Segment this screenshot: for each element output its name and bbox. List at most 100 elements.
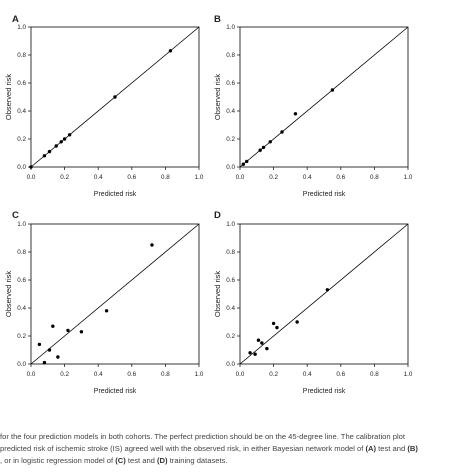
data-point <box>275 325 279 330</box>
caption-text-3a: , or in logistic regression model of <box>0 456 116 465</box>
data-point <box>29 165 33 169</box>
y-tick-label: 0.0 <box>17 361 26 368</box>
caption-line-1: for the four prediction models in both c… <box>0 431 474 443</box>
y-tick-label: 0.6 <box>226 80 235 87</box>
reference-line <box>239 26 409 168</box>
data-point <box>66 328 70 333</box>
x-axis-label: Predicted risk <box>303 191 346 198</box>
data-point <box>268 140 272 144</box>
data-point <box>62 137 67 141</box>
x-tick-label: 0.2 <box>269 174 278 181</box>
data-point <box>260 341 264 345</box>
x-tick-label: 0.6 <box>336 371 345 378</box>
y-tick-label: 0.0 <box>226 164 235 171</box>
y-tick-label: 0.8 <box>226 249 235 256</box>
y-tick-label: 1.0 <box>226 24 235 31</box>
data-point <box>47 149 52 154</box>
y-tick-label: 0.2 <box>226 333 235 340</box>
y-tick-label: 1.0 <box>17 24 26 31</box>
y-axis-label: Observed risk <box>213 74 222 121</box>
caption-panel-ref-a: (A) <box>365 444 377 453</box>
y-tick-label: 0.6 <box>17 277 26 284</box>
reference-line <box>30 223 200 365</box>
data-point <box>248 351 252 355</box>
x-tick-label: 0.8 <box>370 371 379 378</box>
y-tick-label: 0.4 <box>17 305 26 312</box>
y-tick-label: 0.6 <box>17 80 26 87</box>
panel-label: B <box>214 14 221 25</box>
data-point <box>241 162 246 166</box>
x-tick-label: 0.0 <box>236 174 245 181</box>
y-tick-label: 0.8 <box>17 52 26 59</box>
data-point <box>54 144 58 148</box>
panel-a: A 0.0 0.2 0.4 0.6 0.8 1.0 0.0 0.2 0.4 0.6 0.8 1.0 Pre… <box>4 14 204 198</box>
caption-panel-ref-b: (B) <box>407 444 418 453</box>
data-point <box>271 321 276 326</box>
data-point <box>295 320 299 324</box>
y-tick-label: 0.8 <box>17 249 26 256</box>
x-axis-label: Predicted risk <box>94 191 137 198</box>
panel-label: D <box>214 210 221 221</box>
x-tick-label: 0.6 <box>127 371 136 378</box>
y-tick-label: 0.4 <box>17 108 26 115</box>
plot-frame <box>30 26 200 168</box>
y-tick-label: 1.0 <box>226 221 235 228</box>
data-point <box>67 133 72 137</box>
x-tick-label: 0.6 <box>336 174 345 181</box>
data-point <box>37 342 42 347</box>
x-tick-label: 0.2 <box>60 174 69 181</box>
x-tick-label: 1.0 <box>404 174 413 181</box>
y-tick-label: 0.2 <box>17 333 26 340</box>
data-point <box>280 130 284 134</box>
data-point <box>325 288 330 292</box>
data-point <box>168 49 173 53</box>
caption-text-1: for the four prediction models in both c… <box>0 432 405 441</box>
plot-frame <box>239 26 409 168</box>
x-tick-label: 0.0 <box>27 174 36 181</box>
y-tick-label: 0.4 <box>226 305 235 312</box>
data-point <box>51 324 55 328</box>
x-axis-label: Predicted risk <box>94 388 137 395</box>
data-point <box>253 352 257 356</box>
data-point <box>42 360 47 365</box>
x-tick-label: 1.0 <box>195 371 204 378</box>
x-tick-label: 0.4 <box>303 174 312 181</box>
data-point <box>47 348 52 352</box>
x-tick-label: 0.8 <box>161 371 170 378</box>
data-point <box>79 330 84 334</box>
caption-line-2: predicted risk of ischemic stroke (IS) a… <box>0 443 474 455</box>
caption-panel-ref-c: (C) <box>115 456 126 465</box>
y-axis-label: Observed risk <box>213 271 222 318</box>
panel-b: B 0.0 0.2 0.4 0.6 0.8 1.0 0.0 0.2 0.4 0.6 0.8 1.0 Pre… <box>213 14 413 198</box>
caption-text-3b: test and <box>125 456 158 465</box>
data-point <box>42 154 47 158</box>
data-point <box>113 95 117 99</box>
y-tick-label: 0.4 <box>226 108 235 115</box>
caption-panel-ref-d: (D) <box>157 456 168 465</box>
data-point <box>330 88 335 92</box>
x-tick-label: 1.0 <box>404 371 413 378</box>
figure-caption: for the four prediction models in both c… <box>0 431 474 467</box>
panel-d: D 0.0 0.2 0.4 0.6 0.8 1.0 0.0 0.2 0.4 0.6 0.8 1.0 Pre… <box>213 210 413 395</box>
panel-label: C <box>12 210 19 221</box>
x-tick-label: 0.0 <box>27 371 36 378</box>
x-tick-label: 0.0 <box>236 371 245 378</box>
data-point <box>261 145 266 150</box>
data-point <box>256 338 261 342</box>
x-tick-label: 0.4 <box>94 174 103 181</box>
data-point <box>265 346 269 351</box>
data-point <box>293 112 298 116</box>
x-tick-label: 0.4 <box>94 371 103 378</box>
x-tick-label: 0.2 <box>60 371 69 378</box>
y-tick-label: 0.2 <box>17 136 26 143</box>
y-tick-label: 0.8 <box>226 52 235 59</box>
plot-frame <box>30 223 200 365</box>
panel-label: A <box>12 14 19 25</box>
reference-line <box>239 223 409 365</box>
calibration-figure: A 0.0 0.2 0.4 0.6 0.8 1.0 0.0 0.2 0.4 0.6 0.8 1.0 Pre… <box>4 14 413 395</box>
x-tick-label: 0.2 <box>269 371 278 378</box>
caption-text-2a: predicted risk of ischemic stroke (IS) a… <box>0 444 366 453</box>
y-tick-label: 0.0 <box>226 361 235 368</box>
plot-frame <box>239 223 409 365</box>
x-tick-label: 0.4 <box>303 371 312 378</box>
